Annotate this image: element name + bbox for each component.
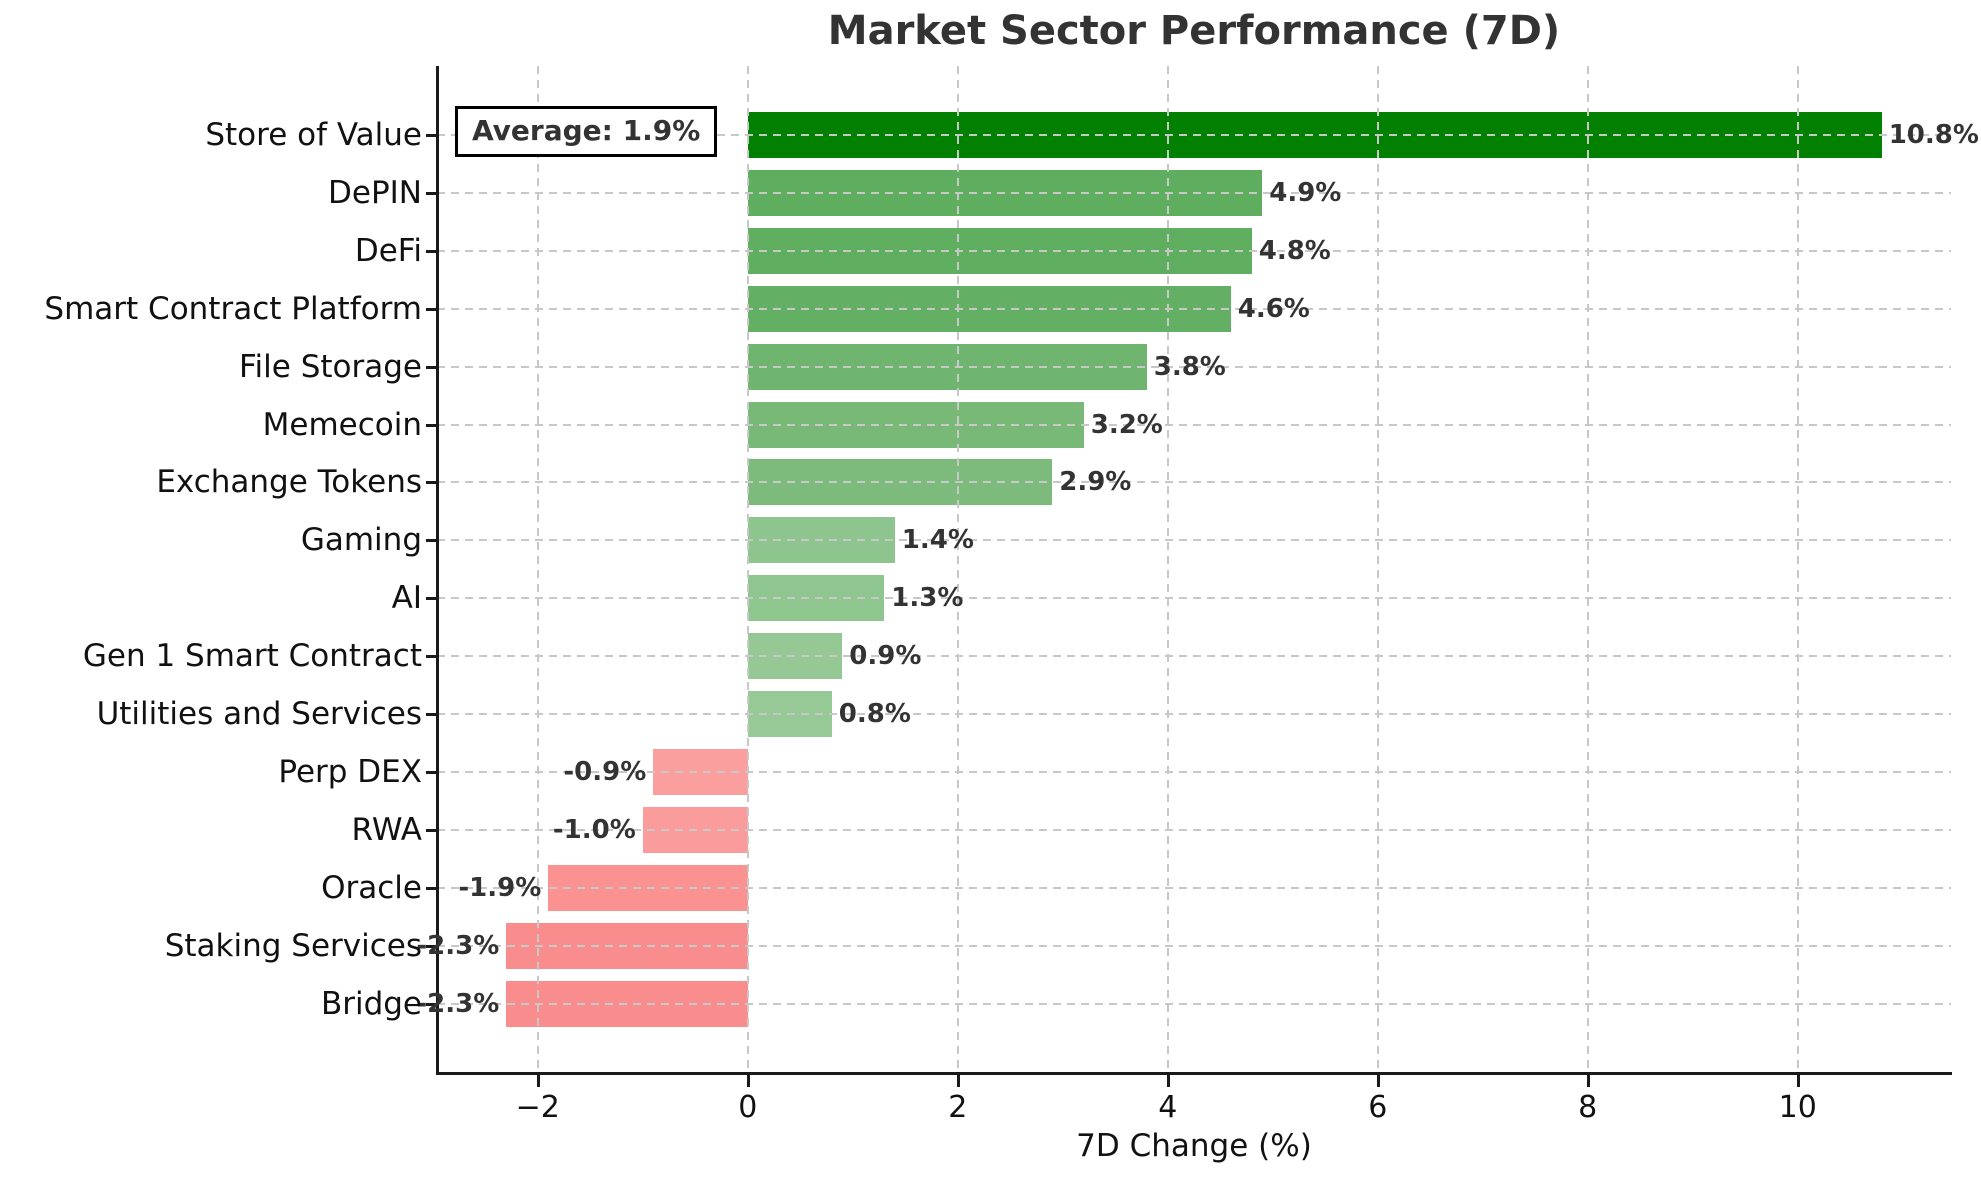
bar-value-label-file-storage: 3.8% — [1153, 351, 1226, 382]
category-label-rwa: RWA — [351, 811, 422, 848]
category-label-exchange-tokens: Exchange Tokens — [156, 464, 422, 501]
bar-value-label-memecoin: 3.2% — [1090, 409, 1163, 440]
y-tick-mark — [426, 249, 437, 253]
x-axis-label: 7D Change (%) — [1076, 1128, 1312, 1164]
gridline-horizontal — [437, 655, 1951, 658]
bar-value-label-ai: 1.3% — [891, 583, 964, 614]
y-tick-mark — [426, 886, 437, 890]
gridline-horizontal — [437, 134, 1951, 136]
category-label-store-of-value: Store of Value — [205, 117, 422, 153]
bar-value-label-utilities-and-services: 0.8% — [838, 699, 911, 729]
gridline-horizontal — [437, 365, 1951, 368]
y-tick-mark — [426, 944, 437, 948]
bar-value-label-oracle: -1.9% — [458, 872, 542, 903]
category-label-smart-contract-platform: Smart Contract Platform — [44, 290, 422, 327]
gridline-vertical — [1586, 66, 1589, 1072]
y-tick-mark — [426, 1002, 437, 1006]
gridline-horizontal — [437, 828, 1951, 831]
x-tick-mark — [746, 1075, 750, 1087]
gridline-vertical — [536, 66, 539, 1072]
chart-title: Market Sector Performance (7D) — [827, 8, 1561, 54]
x-tick-mark — [1376, 1075, 1380, 1087]
x-tick-label: −2 — [515, 1090, 560, 1125]
bar-value-label-store-of-value: 10.8% — [1888, 120, 1979, 150]
gridline-horizontal — [437, 539, 1951, 542]
category-label-utilities-and-services: Utilities and Services — [96, 696, 422, 732]
bar-value-label-staking-services: -2.3% — [416, 930, 500, 961]
x-tick-mark — [536, 1075, 540, 1087]
gridline-horizontal — [437, 1002, 1951, 1005]
x-tick-mark — [1586, 1075, 1590, 1087]
x-tick-label: 8 — [1578, 1090, 1598, 1125]
y-tick-mark — [426, 481, 437, 485]
gridline-vertical — [746, 66, 749, 1072]
gridline-vertical — [1796, 66, 1799, 1072]
category-label-gen-1-smart-contract: Gen 1 Smart Contract — [82, 638, 422, 675]
gridline-vertical — [1166, 66, 1169, 1072]
category-label-perp-dex: Perp DEX — [278, 753, 422, 790]
x-tick-mark — [1166, 1075, 1170, 1087]
gridline-vertical — [956, 66, 959, 1072]
y-tick-mark — [426, 655, 437, 659]
gridline-horizontal — [437, 191, 1951, 194]
y-axis-spine — [436, 66, 439, 1074]
y-tick-mark — [426, 191, 437, 195]
category-label-oracle: Oracle — [321, 869, 422, 906]
y-tick-mark — [426, 770, 437, 774]
y-tick-mark — [426, 713, 437, 716]
gridline-horizontal — [437, 597, 1951, 600]
bar-value-label-depin: 4.9% — [1269, 177, 1342, 208]
category-label-defi: DeFi — [354, 232, 422, 269]
x-tick-label: 2 — [948, 1090, 968, 1125]
x-tick-mark — [1796, 1075, 1800, 1087]
category-label-depin: DePIN — [328, 174, 422, 211]
y-tick-mark — [426, 539, 437, 543]
y-tick-mark — [426, 597, 437, 601]
x-tick-label: 4 — [1158, 1090, 1178, 1125]
category-label-memecoin: Memecoin — [262, 406, 422, 443]
gridline-horizontal — [437, 713, 1951, 715]
x-tick-label: 6 — [1368, 1090, 1388, 1125]
bar-value-label-exchange-tokens: 2.9% — [1059, 467, 1132, 498]
x-tick-label: 10 — [1778, 1090, 1817, 1125]
category-label-gaming: Gaming — [300, 522, 422, 559]
bar-value-label-bridge: -2.3% — [416, 988, 500, 1019]
y-tick-mark — [426, 307, 437, 311]
category-label-bridge: Bridge — [320, 985, 422, 1022]
category-label-file-storage: File Storage — [238, 348, 422, 385]
y-tick-mark — [426, 828, 437, 832]
gridline-horizontal — [437, 886, 1951, 889]
bar-value-label-gen-1-smart-contract: 0.9% — [849, 641, 922, 672]
average-annotation-box: Average: 1.9% — [455, 106, 718, 157]
bar-value-label-defi: 4.8% — [1258, 235, 1331, 266]
gridline-horizontal — [437, 481, 1951, 484]
bar-value-label-smart-contract-platform: 4.6% — [1237, 293, 1310, 324]
category-label-ai: AI — [391, 580, 422, 617]
bar-value-label-perp-dex: -0.9% — [563, 756, 647, 787]
y-tick-mark — [426, 423, 437, 427]
gridline-horizontal — [437, 307, 1951, 310]
bar-value-label-gaming: 1.4% — [901, 525, 974, 556]
bar-value-label-rwa: -1.0% — [552, 814, 636, 845]
gridline-horizontal — [437, 423, 1951, 426]
gridline-vertical — [1376, 66, 1379, 1072]
y-tick-mark — [426, 134, 437, 137]
x-tick-label: 0 — [738, 1090, 758, 1125]
x-tick-mark — [956, 1075, 960, 1087]
gridline-horizontal — [437, 944, 1951, 947]
y-tick-mark — [426, 365, 437, 369]
category-label-staking-services: Staking Services — [164, 927, 422, 964]
gridline-horizontal — [437, 770, 1951, 773]
x-axis-spine — [436, 1072, 1952, 1075]
gridline-horizontal — [437, 249, 1951, 252]
